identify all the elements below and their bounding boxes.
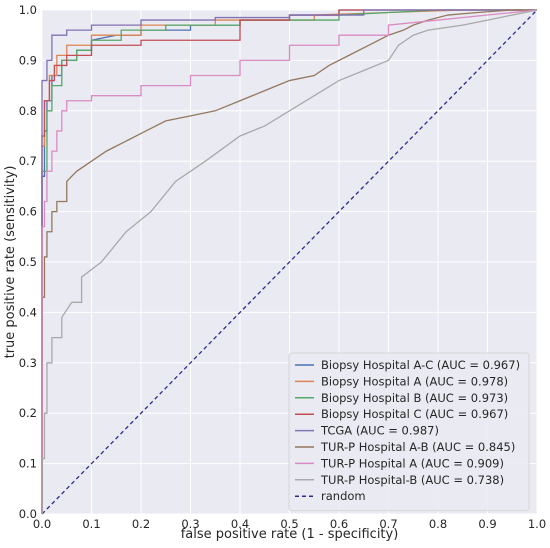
roc-curves [41,9,538,515]
legend-entry: Biopsy Hospital C (AUC = 0.967) [321,407,508,421]
y-tick-label: 0.4 [19,305,37,319]
x-tick-label: 0.8 [429,517,447,531]
y-tick-label: 0.2 [19,406,37,420]
x-tick-label: 1.0 [528,517,546,531]
legend-entry: TUR-P Hospital A (AUC = 0.909) [320,456,504,470]
y-axis-label: true positive rate (sensitivity) [3,166,18,359]
legend: Biopsy Hospital A-C (AUC = 0.967) Biopsy … [288,352,530,512]
legend-entry: random [321,489,366,503]
y-tick-label: 0.9 [19,53,37,67]
x-axis-label: false positive rate (1 - specificity) [181,527,399,542]
x-tick-label: 0.5 [280,517,298,531]
y-tick-label: 1.0 [19,3,37,17]
x-tick-label: 0.1 [82,517,100,531]
x-tick-label: 0.7 [379,517,397,531]
random-line [41,9,538,515]
legend-entry: TCGA (AUC = 0.987) [320,424,439,438]
legend-entry: Biopsy Hospital A-C (AUC = 0.967) [321,358,520,372]
legend-entry: TUR-P Hospital-B (AUC = 0.738) [320,473,504,487]
y-tick-label: 0.5 [19,255,37,269]
roc-curve-4 [41,9,537,514]
x-tick-label: 0.4 [231,517,249,531]
y-tick-label: 0.7 [19,154,37,168]
x-tick-label: 0.2 [132,517,150,531]
roc-curve-6 [41,9,538,514]
x-tick-label: 0.3 [181,517,199,531]
roc-curve-5 [41,9,537,514]
tick-labels: 0.0 0.1 0.2 0.3 0.4 0.5 0.6 0.7 0.8 0.9 1.0 0.0 0.1 0… [19,3,546,531]
y-tick-label: 0.0 [19,507,37,521]
y-tick-label: 0.8 [19,104,37,118]
legend-entry: Biopsy Hospital A (AUC = 0.978) [321,374,508,388]
legend-entry: TUR-P Hospital A-B (AUC = 0.845) [320,440,515,454]
x-tick-label: 0.0 [33,517,51,531]
y-tick-label: 0.3 [19,356,37,370]
y-tick-label: 0.6 [19,205,37,219]
legend-box [288,352,530,512]
x-tick-label: 0.6 [330,517,348,531]
legend-entry: Biopsy Hospital B (AUC = 0.973) [321,391,508,405]
x-tick-label: 0.9 [478,517,496,531]
y-tick-label: 0.1 [19,457,37,471]
roc-curve-7 [41,9,538,514]
